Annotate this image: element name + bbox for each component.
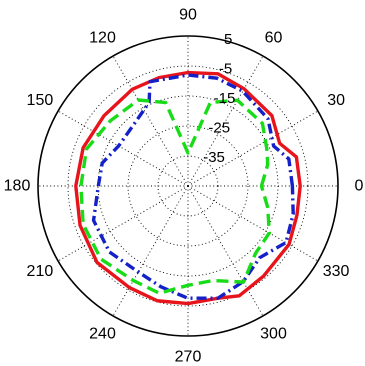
angular-tick-label: 210 — [27, 263, 54, 280]
series-line-3 — [79, 98, 272, 295]
series-line-1 — [74, 70, 302, 306]
angular-tick-label: 330 — [323, 263, 350, 280]
angular-tick-label: 30 — [327, 92, 345, 109]
radial-grid-circle — [157, 155, 219, 217]
angular-tick-label: 180 — [4, 178, 31, 195]
radial-grid-circle — [67, 65, 309, 307]
tick-labels: 0 30 60 90 120 150 180 210 240 270 300 330 -35 -25 -15… — [4, 7, 364, 366]
radial-tick-label: -15 — [214, 90, 236, 107]
series-lines — [74, 70, 302, 306]
radial-tick-label: -25 — [208, 119, 230, 136]
angular-tick-label: 270 — [175, 349, 202, 366]
angular-tick-label: 90 — [179, 7, 197, 24]
outer-circle — [37, 35, 339, 337]
angular-tick-label: 0 — [355, 178, 364, 195]
angular-tick-label: 60 — [265, 29, 283, 46]
radial-tick-label: -35 — [203, 149, 225, 166]
angular-tick-label: 300 — [260, 326, 287, 343]
radial-tick-label: 5 — [224, 31, 232, 48]
radial-tick-label: -5 — [219, 60, 232, 77]
angular-tick-label: 150 — [27, 92, 54, 109]
radial-grid-circle — [127, 125, 249, 247]
angular-tick-label: 120 — [89, 29, 116, 46]
angular-tick-label: 240 — [89, 326, 116, 343]
series-line-2 — [91, 73, 295, 300]
